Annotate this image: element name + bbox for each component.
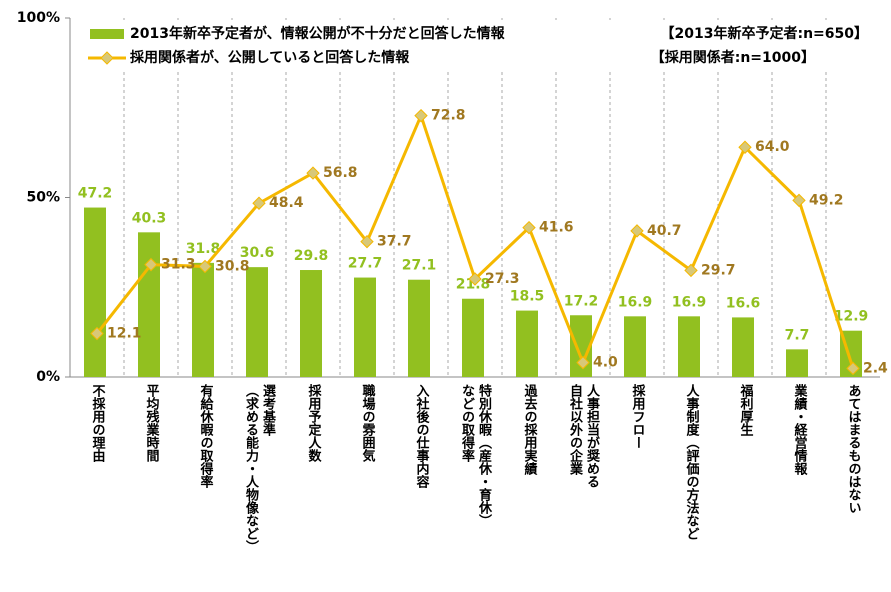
bar-value-label: 27.1 (402, 258, 437, 274)
bar (516, 310, 538, 377)
bar-value-label: 18.5 (510, 289, 545, 305)
bar (354, 277, 376, 377)
bar-value-label: 12.9 (834, 309, 869, 325)
line-value-label: 49.2 (809, 192, 844, 208)
bar-value-label: 31.8 (186, 241, 221, 257)
x-tick-label: 人事制度（評価の方法など (683, 384, 699, 540)
line-marker (414, 108, 428, 123)
bar (300, 270, 322, 377)
line-value-label: 29.7 (701, 262, 736, 278)
legend-swatch (100, 51, 114, 65)
bar-value-label: 17.2 (564, 293, 599, 309)
bar (732, 317, 754, 377)
x-tick-label: 不採用の理由 (89, 384, 105, 462)
bar (84, 207, 106, 377)
legend-label: 採用関係者が、公開していると回答した情報 (130, 49, 410, 66)
legend-label: 2013年新卒予定者が、情報公開が不十分だと回答した情報 (130, 25, 506, 42)
line-marker (90, 326, 104, 341)
x-tick-label: 入社後の仕事内容 (413, 384, 429, 488)
line-marker (522, 220, 536, 235)
legend-swatch (90, 29, 124, 39)
annotation: 【採用関係者:n=1000】 (651, 49, 815, 66)
line-marker (576, 355, 590, 370)
x-tick-label: 職場の雰囲気 (359, 384, 375, 462)
bar-value-label: 16.9 (618, 294, 653, 310)
line-value-label: 41.6 (539, 220, 574, 236)
line-marker (684, 263, 698, 278)
line-value-label: 4.0 (593, 355, 618, 371)
x-tick-label: 採用予定人数 (305, 384, 321, 462)
line-marker (738, 140, 752, 154)
y-tick-label: 0% (36, 369, 60, 385)
x-tick-label: 業績・経営情報 (791, 384, 807, 475)
bar (678, 316, 700, 377)
line-marker (306, 166, 320, 180)
bar-value-label: 27.7 (348, 256, 383, 272)
line-value-label: 2.4 (863, 360, 888, 376)
x-tick-label: 採用フロー (629, 384, 645, 449)
line-value-label: 48.4 (269, 195, 304, 211)
line-marker (630, 224, 644, 238)
line-value-label: 37.7 (377, 234, 412, 250)
legend-box (83, 20, 873, 72)
bar-value-label: 16.6 (726, 295, 761, 311)
line-marker (144, 257, 158, 272)
line-value-label: 40.7 (647, 223, 682, 239)
line-value-label: 27.3 (485, 271, 520, 287)
y-tick-label: 100% (17, 10, 60, 26)
line-marker (198, 259, 212, 274)
x-tick-label: 有給休暇の取得率 (197, 384, 213, 488)
x-tick-label: 人事担当が奨める 自社以外の企業 (567, 384, 599, 488)
line-value-label: 31.3 (161, 257, 196, 273)
bar-value-label: 30.6 (240, 245, 275, 261)
line-value-label: 72.8 (431, 108, 466, 124)
x-tick-label: 過去の採用実績 (521, 384, 537, 475)
bar-value-label: 21.8 (456, 277, 491, 293)
line-marker (468, 272, 482, 286)
y-tick-label: 50% (26, 190, 60, 206)
line-value-label: 64.0 (755, 139, 790, 155)
annotation: 【2013年新卒予定者:n=650】 (661, 25, 868, 42)
line-marker (846, 361, 860, 376)
bar-value-label: 7.7 (785, 327, 810, 343)
line-value-label: 56.8 (323, 165, 358, 181)
x-tick-label: 選考基準 （求める能力・人物像など） (243, 384, 275, 553)
x-tick-label: あてはまるものはない (845, 384, 861, 514)
bar (138, 232, 160, 377)
bar-value-label: 16.9 (672, 294, 707, 310)
line-marker (360, 234, 374, 249)
bar (624, 316, 646, 377)
bar-value-label: 29.8 (294, 248, 329, 264)
x-tick-label: 平均残業時間 (143, 384, 159, 462)
bar (462, 298, 484, 377)
x-tick-label: 特別休暇（産休・育休） などの取得率 (459, 384, 491, 527)
line-marker (792, 193, 806, 208)
line-marker (252, 196, 266, 210)
bar (786, 349, 808, 377)
bar (192, 262, 214, 377)
line-value-label: 12.1 (107, 326, 142, 342)
line-value-label: 30.8 (215, 258, 250, 274)
bar-value-label: 47.2 (78, 186, 113, 202)
bar-value-label: 40.3 (132, 210, 167, 226)
bar (408, 279, 430, 377)
x-tick-label: 福利厚生 (737, 384, 753, 436)
bar (246, 267, 268, 377)
